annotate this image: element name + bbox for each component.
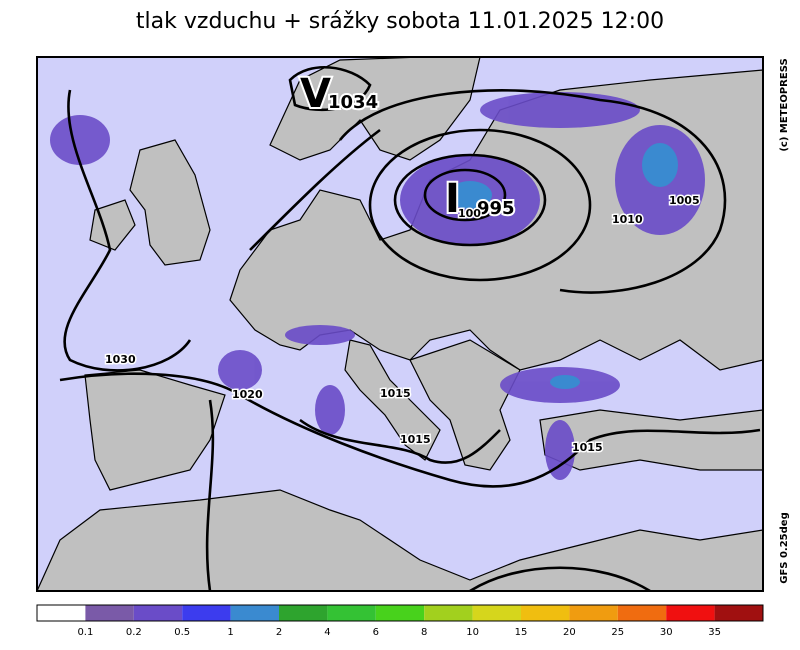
- legend-label: 0.5: [174, 627, 190, 638]
- legend-label: 0.1: [77, 627, 93, 638]
- legend-swatch: [230, 605, 279, 621]
- legend-label: 4: [324, 627, 330, 638]
- legend-swatch: [375, 605, 425, 621]
- legend-label: 15: [515, 627, 528, 638]
- legend-label: 10: [466, 627, 479, 638]
- legend-label: 25: [611, 627, 624, 638]
- legend-swatch: [666, 605, 715, 621]
- title: tlak vzduchu + srážky sobota 11.01.2025 …: [136, 9, 664, 34]
- legend-label: 0.2: [126, 627, 142, 638]
- legend-label: 1: [227, 627, 233, 638]
- legend-swatch: [85, 605, 134, 621]
- isobar-label: 1015: [572, 441, 603, 454]
- legend-swatch: [472, 605, 521, 621]
- legend-swatch: [327, 605, 376, 621]
- high-letter: V: [300, 71, 331, 117]
- legend-swatch: [424, 605, 473, 621]
- isobar-label: 1020: [232, 388, 263, 401]
- legend-swatch: [521, 605, 570, 621]
- legend: 0.1 0.2 0.5 1 2 4 6 8 10 15 20 25 30 35: [36, 604, 764, 638]
- isobar-label: 1015: [380, 387, 411, 400]
- legend-swatch: [182, 605, 231, 621]
- legend-swatch: [617, 605, 667, 621]
- isobar-label: 1010: [612, 213, 643, 226]
- legend-label: 6: [373, 627, 379, 638]
- legend-swatch: [279, 605, 328, 621]
- legend-swatch: [714, 605, 763, 621]
- isobar-label: 1030: [105, 353, 136, 366]
- credit-model: GFS 0.25deg: [779, 512, 790, 584]
- legend-swatch: [37, 605, 86, 621]
- legend-frame: [36, 604, 764, 622]
- legend-label: 2: [276, 627, 282, 638]
- isobar-label: 1005: [669, 194, 700, 207]
- low-letter: I: [445, 176, 460, 222]
- legend-label: 20: [563, 627, 576, 638]
- legend-label: 35: [708, 627, 721, 638]
- legend-label: 8: [421, 627, 427, 638]
- map: V 1034 I 995 1030 1020 1015 1015 1015 10…: [37, 57, 763, 591]
- isobar-label: 1015: [400, 433, 431, 446]
- legend-swatch: [133, 605, 183, 621]
- high-value: 1034: [328, 92, 378, 113]
- legend-swatch: [569, 605, 618, 621]
- low-value: 995: [477, 198, 515, 219]
- map-frame: [36, 56, 764, 592]
- legend-label: 30: [660, 627, 673, 638]
- credit-source: (c) METEOPRESS: [779, 58, 790, 151]
- isobar-label: 100: [458, 207, 481, 220]
